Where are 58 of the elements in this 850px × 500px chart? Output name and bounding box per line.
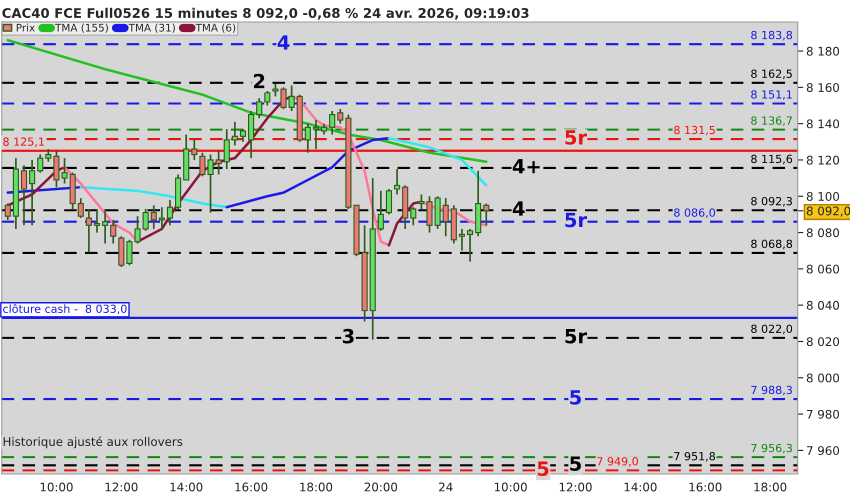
annotation: Historique ajusté aux rollovers: [4, 436, 182, 448]
ref-line-label: 8 022,0: [751, 324, 792, 334]
x-tick-label: 12:00: [106, 482, 138, 492]
ref-line-label: 8 115,6: [751, 154, 792, 164]
ref-line-label: 8 125,1: [3, 137, 44, 147]
y-tick-label: 7 960: [807, 446, 840, 456]
ref-line-label: 8 136,7: [751, 116, 792, 126]
annotation: 5: [570, 456, 581, 471]
legend-label: TMA (155): [54, 24, 108, 33]
ref-line-label: 8 162,5: [751, 70, 792, 80]
x-tick-label: 24: [439, 482, 453, 492]
annotation: 4+: [512, 159, 540, 174]
x-tick-label: 10:00: [40, 482, 73, 492]
ref-line-label: 8 183,8: [751, 30, 792, 40]
y-tick-label: 8 160: [806, 83, 840, 92]
y-tick-label: 8 040: [806, 300, 840, 310]
y-tick-label: 8 020: [806, 337, 840, 346]
legend-label: TMA (31): [128, 24, 175, 33]
ref-line-label: 7 988,3: [751, 386, 792, 396]
ref-line-label: 8 151,1: [751, 90, 792, 100]
annotation: 2: [254, 74, 264, 88]
x-tick-label: 12:00: [560, 482, 592, 492]
y-tick-label: 8 180: [806, 46, 840, 56]
annotation: 4: [512, 201, 525, 216]
annotation: 5r: [565, 212, 587, 228]
y-tick-label: 8 080: [806, 228, 840, 238]
ref-line-label: 8 131,5: [674, 126, 715, 136]
y-tick-label: 8 092,0: [806, 206, 850, 217]
ref-line-label: clôture cash - 8 033,0: [3, 304, 127, 314]
y-tick-label: 8 060: [806, 264, 840, 274]
annotation: 3: [342, 328, 354, 344]
legend-label: Prix: [16, 24, 35, 32]
ref-line-label: 8 068,8: [751, 240, 792, 250]
y-tick-label: 8 120: [806, 156, 840, 165]
x-tick-label: 10:00: [494, 482, 527, 492]
x-tick-label: 18:00: [754, 482, 786, 492]
ref-line-label: 8 086,0: [674, 208, 716, 218]
y-tick-label: 8 140: [806, 119, 840, 128]
x-tick-label: 14:00: [170, 482, 202, 492]
x-tick-label: 16:00: [235, 482, 268, 492]
annotation: 5: [570, 390, 581, 405]
ref-line-label: 7 949,0: [597, 457, 638, 467]
y-tick-label: 7 980: [807, 410, 840, 419]
y-tick-label: 8 000: [806, 374, 840, 382]
annotation: 5: [538, 462, 548, 476]
annotation: 4: [278, 35, 290, 50]
y-tick-label: 8 100: [806, 192, 840, 201]
chart-title: CAC40 FCE Full0526 15 minutes 8 092,0 -0,68 % 24 avr. 2026, 09:19:03: [2, 8, 529, 20]
x-tick-label: 20:00: [364, 482, 398, 492]
annotation: 5r: [565, 130, 587, 145]
x-tick-label: 16:00: [690, 482, 722, 492]
x-tick-label: 18:00: [300, 482, 332, 492]
x-tick-label: 14:00: [624, 482, 657, 492]
legend-label: TMA (6): [196, 24, 236, 33]
annotation: 5r: [565, 329, 587, 344]
ref-line-label: 8 092,3: [751, 196, 792, 206]
ref-line-label: 7 951,8: [674, 452, 716, 462]
ref-line-label: 7 956,3: [751, 444, 792, 454]
